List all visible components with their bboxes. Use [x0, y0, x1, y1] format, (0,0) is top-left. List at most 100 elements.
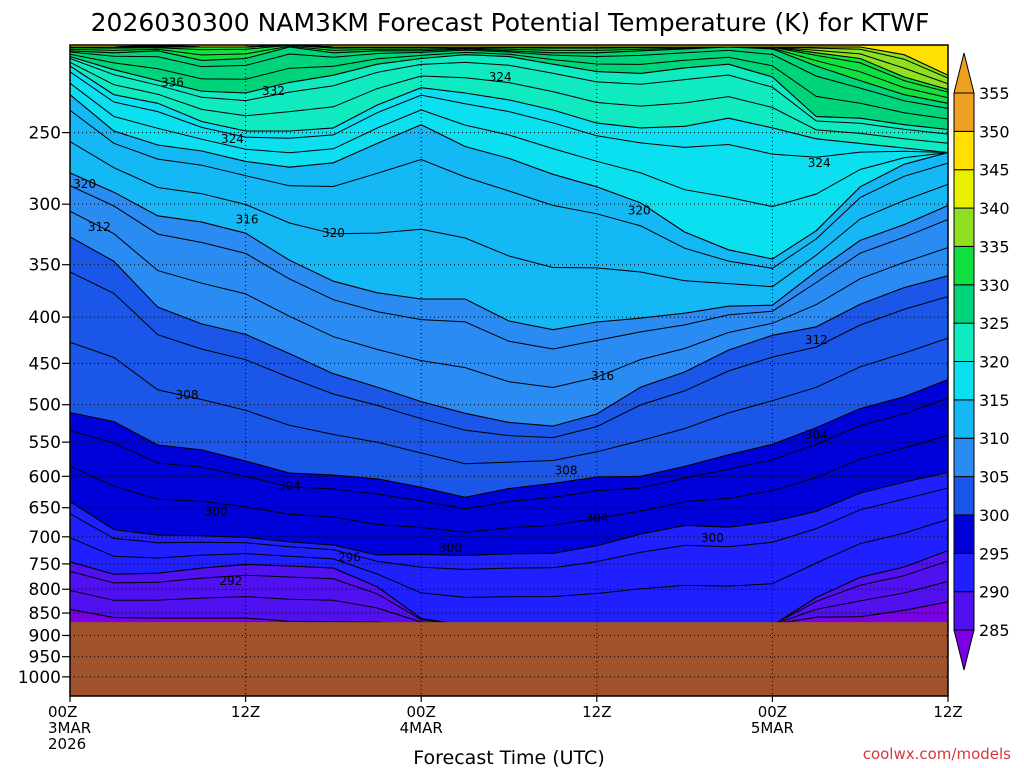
colorbar-swatch	[953, 92, 975, 132]
contour-label: 304	[585, 511, 608, 525]
y-tick-label: 800	[29, 580, 61, 600]
contour-line	[70, 51, 948, 120]
contour-labels: 336 332 324 324 320 324 316 312 320 320 312 316 308 3…	[73, 70, 830, 588]
colorbar-label: 345	[979, 161, 1010, 180]
contour-label: 308	[176, 388, 199, 402]
contour-label: 308	[555, 463, 578, 477]
y-tick-label: 450	[29, 354, 61, 374]
contour-line	[70, 54, 948, 131]
contour-label: 296	[338, 551, 361, 565]
y-tick-label: 500	[29, 396, 61, 416]
contour-line	[70, 172, 948, 331]
contour-label: 332	[262, 84, 285, 98]
contour-line	[70, 45, 948, 99]
contour-label: 312	[805, 333, 828, 347]
chart-title: 2026030300 NAM3KM Forecast Potential Tem…	[91, 8, 930, 37]
contour-line	[70, 434, 948, 533]
contour-line	[70, 46, 948, 104]
contour-line	[70, 65, 948, 154]
colorbar-swatch	[953, 361, 975, 401]
colorbar-low-arrow	[953, 629, 975, 671]
contour-line	[70, 82, 948, 208]
contour-label: 304	[805, 428, 828, 442]
colorbar-label: 320	[979, 353, 1010, 372]
y-tick-label: 750	[29, 555, 61, 575]
x-tick-label: 12Z	[582, 703, 611, 721]
colorbar-label: 285	[979, 621, 1010, 640]
grid-lines	[70, 45, 948, 696]
y-tick-label: 1000	[18, 668, 61, 688]
contour-line	[70, 58, 948, 135]
x-tick-label: 00Z	[758, 703, 787, 721]
contour-label: 320	[73, 177, 96, 191]
contour-line	[70, 397, 948, 510]
contour-line	[70, 45, 948, 93]
contour-label: 316	[236, 213, 259, 227]
colorbar-high-arrow	[953, 52, 975, 94]
colorbar-label: 305	[979, 468, 1010, 487]
credit-link[interactable]: coolwx.com/models	[863, 745, 1011, 763]
contour-label: 320	[628, 204, 651, 218]
contour-label: 324	[808, 156, 831, 170]
contour-label: 300	[205, 504, 228, 518]
y-axis: 2503003504004505005506006507007508008509…	[18, 124, 70, 688]
contour-line	[70, 210, 948, 389]
contour-line	[70, 518, 948, 598]
contour-label: 300	[701, 531, 724, 545]
colorbar-swatch	[953, 591, 975, 631]
contour-label: 292	[220, 574, 243, 588]
contour-line	[70, 236, 948, 427]
contour-label: 316	[591, 369, 614, 383]
colorbar-swatch	[953, 207, 975, 247]
contour-label: 304	[278, 479, 301, 493]
contour-line	[70, 49, 948, 109]
colorbar-swatch	[953, 284, 975, 324]
y-tick-label: 600	[29, 467, 61, 487]
colorbar-swatch	[953, 437, 975, 478]
contour-label: 320	[322, 226, 345, 240]
colorbar-swatch	[953, 552, 975, 593]
contour-lines	[70, 45, 948, 626]
y-tick-label: 550	[29, 433, 61, 453]
plot-frame	[69, 44, 949, 697]
colorbar-label: 325	[979, 314, 1010, 333]
contour-line	[70, 45, 948, 76]
x-tick-label: 3MAR	[48, 719, 91, 737]
colorbar-label: 355	[979, 84, 1010, 103]
contour-line	[70, 71, 948, 158]
colorbar-label: 290	[979, 583, 1010, 602]
x-tick-label: 2026	[48, 735, 86, 753]
colorbar-swatch	[953, 399, 975, 439]
contour-line	[70, 471, 948, 556]
contour-line	[70, 271, 948, 439]
contour-line	[70, 94, 948, 260]
plot-area: 336 332 324 324 320 324 316 312 320 320 312 316 308 3…	[69, 44, 949, 697]
colorbar-label: 335	[979, 237, 1010, 256]
colorbar-swatch	[953, 169, 975, 209]
y-tick-label: 650	[29, 499, 61, 519]
colorbar-label: 310	[979, 429, 1010, 448]
x-tick-label: 4MAR	[400, 719, 443, 737]
x-tick-label: 5MAR	[751, 719, 794, 737]
colorbar-label: 330	[979, 276, 1010, 295]
contour-line	[70, 337, 948, 465]
colorbar-swatch	[953, 322, 975, 362]
x-axis-label: Forecast Time (UTC)	[413, 747, 604, 768]
colorbar-label: 295	[979, 544, 1010, 563]
contour-label: 312	[88, 220, 111, 234]
y-tick-label: 250	[29, 124, 61, 144]
y-tick-label: 900	[29, 626, 61, 646]
x-tick-label: 00Z	[48, 703, 77, 721]
y-tick-label: 950	[29, 648, 61, 668]
contour-label: 324	[221, 132, 244, 146]
contour-line	[70, 487, 948, 570]
contour-line	[70, 185, 948, 350]
contour-label: 336	[161, 75, 184, 89]
colorbar: 285 290 295 300 305 310 315 320 325 330 335 340 345 3…	[953, 52, 1010, 671]
y-tick-label: 850	[29, 604, 61, 624]
contour-line	[70, 379, 948, 498]
x-tick-label: 00Z	[407, 703, 436, 721]
colorbar-swatch	[953, 476, 975, 516]
x-tick-label: 12Z	[933, 703, 962, 721]
